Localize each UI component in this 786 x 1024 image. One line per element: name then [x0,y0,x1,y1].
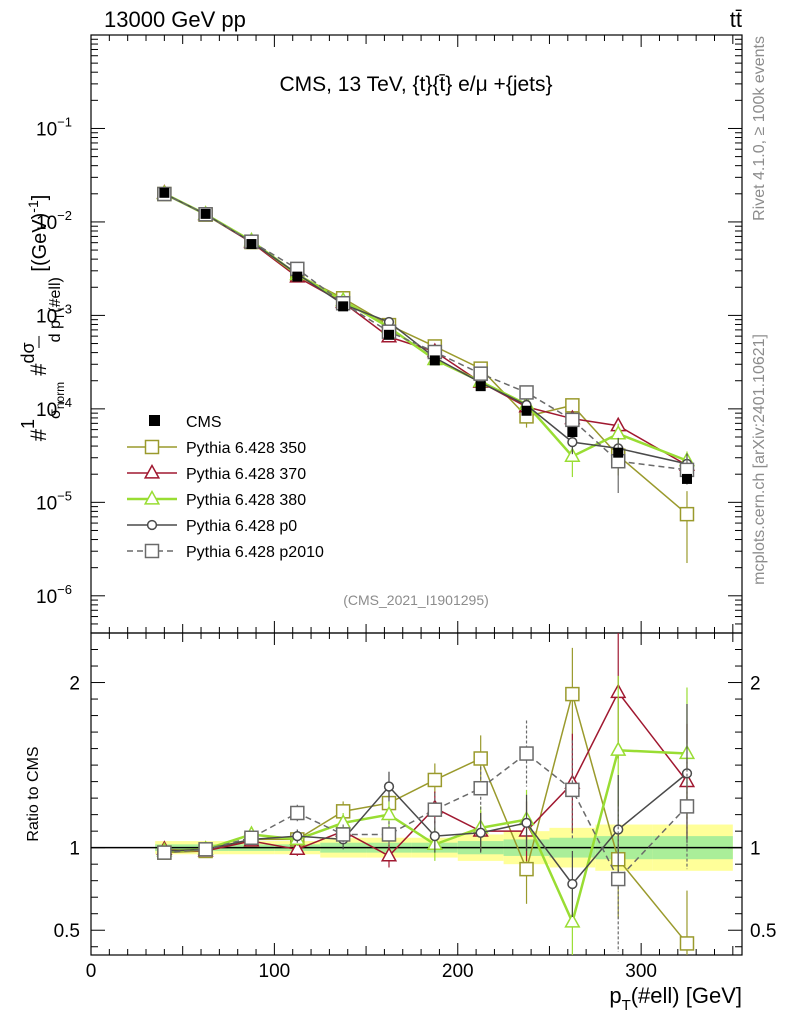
series-marker-main [679,506,695,522]
ratio-tick-label-right: 0.5 [750,921,776,942]
cms-data-point [159,187,170,198]
series-line-ratio [164,691,688,944]
legend-marker-cms [149,415,160,426]
series-marker-ratio [610,741,627,756]
ratio-tick-label-right: 1 [750,839,761,860]
series-marker-ratio [475,827,486,838]
series-marker-ratio [679,936,695,951]
legend-label: Pythia 6.428 350 [186,440,306,457]
series-marker-ratio [519,861,534,877]
series-marker-ratio [157,845,172,860]
rivet-version-label: Rivet 4.1.0, ≥ 100k events [751,36,768,221]
cms-data-point [338,301,349,312]
ratio-tick-label-left: 1 [69,839,80,860]
plot-title: CMS, 13 TeV, {t}{t̄} e/μ +{jets} [279,73,552,96]
series-line-main [164,192,688,465]
series-line-ratio [164,772,688,886]
data-series [156,184,696,955]
legend-marker [143,463,161,479]
series-marker-ratio [380,805,398,821]
header-process-label: 13000 GeV pp [104,7,246,32]
cms-data-point [475,381,486,392]
cms-data-point [613,447,624,458]
series-line-main [163,192,688,462]
legend-label: Pythia 6.428 p0 [186,518,297,535]
y-tick-label: 10−6 [36,582,72,608]
ratio-tick-label-right: 2 [750,674,761,695]
ratio-tick-label-left: 0.5 [54,921,80,942]
cms-data-point [567,427,578,438]
analysis-label: (CMS_2021_I1901295) [343,592,489,608]
y-tick-label: 10−5 [36,488,72,514]
series-marker-main [473,366,488,381]
series-marker-main [519,385,534,400]
legend: CMS Pythia 6.428 350 Pythia 6.428 370 Pythi… [127,414,324,561]
series-marker-ratio [244,830,259,846]
cms-data-point [200,208,211,219]
ratio-plot-frame [90,632,743,956]
series-marker-ratio [564,912,581,928]
series-marker-ratio [427,802,443,817]
header-final-state-label: tt̄ [730,7,742,32]
legend-marker [144,439,160,455]
legend-label-cms: CMS [186,414,222,431]
series-marker-ratio [567,878,578,890]
cms-data-point [383,329,394,340]
x-tick-label: 200 [442,961,474,982]
series-marker-ratio [473,751,488,766]
series-marker-ratio [610,871,626,887]
series-marker-ratio [198,842,213,857]
series-marker-ratio [521,817,532,829]
legend-label: Pythia 6.428 370 [186,466,306,483]
series-line-main [164,193,688,471]
series-line-main [164,192,688,466]
series-marker-main [564,447,581,462]
series-marker-main [567,436,578,448]
x-axis-label: pT(#ell) [GeV] [609,983,742,1014]
x-tick-label: 300 [625,961,657,982]
cms-data-point [246,239,257,250]
series-marker-ratio [429,830,440,842]
cms-data-point [429,355,440,366]
x-tick-label: 0 [86,961,97,982]
series-marker-ratio [473,780,488,796]
cms-data-point [292,271,303,282]
mcplots-source-label: mcplots.cern.ch [arXiv:2401.10621] [751,334,768,585]
cms-data-point [521,405,532,416]
ratio-y-axis-label: Ratio to CMS [25,746,42,841]
series-marker-ratio [679,799,695,814]
series-line-ratio [164,748,688,926]
series-line-ratio [164,691,688,857]
series-marker-ratio [383,781,395,792]
x-tick-label: 100 [259,961,291,982]
series-line-ratio [164,752,688,881]
series-marker-ratio [290,805,305,821]
legend-marker [144,543,160,559]
series-marker-ratio [380,846,398,862]
series-marker-ratio [565,782,580,798]
series-marker-ratio [335,827,351,842]
legend-marker [143,489,161,505]
ratio-tick-label-left: 2 [69,674,80,695]
series-marker-ratio [292,830,303,842]
legend-marker [146,519,158,531]
series-marker-main [565,412,580,428]
legend-label: Pythia 6.428 380 [186,492,306,509]
series-marker-ratio [381,827,397,842]
y-tick-label: 10−1 [36,114,72,140]
series-marker-ratio [289,840,306,855]
cms-data-point [681,473,692,484]
series-marker-ratio [519,746,534,761]
series-marker-ratio [427,772,443,788]
legend-label: Pythia 6.428 p2010 [186,544,324,561]
series-marker-ratio [565,686,580,702]
